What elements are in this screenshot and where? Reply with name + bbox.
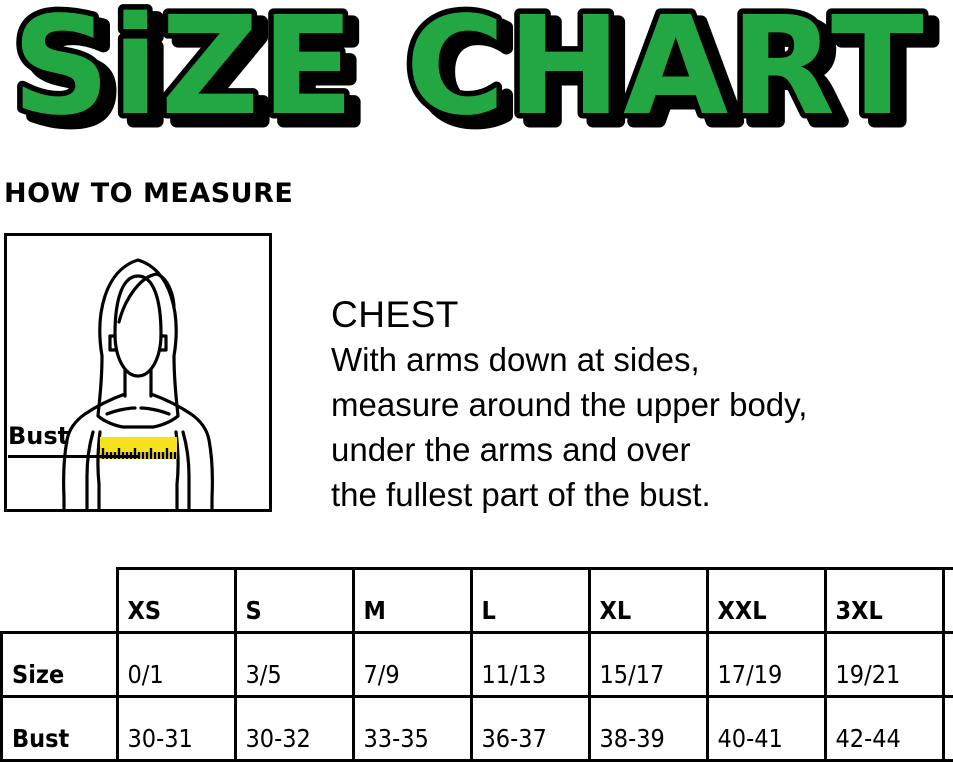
table-header-cell: L [471,569,589,633]
table-row: Size 0/1 3/5 7/9 11/13 15/17 17/19 19/21… [2,633,953,697]
how-to-measure-heading: HOW TO MEASURE [4,180,293,207]
table-header-cell: 4XL [943,569,953,633]
table-header-cell: XL [589,569,707,633]
table-cell: 19/21 [825,633,943,697]
table-cell: 40-41 [707,697,825,761]
table-cell: 30-32 [235,697,353,761]
table-header-cell: M [353,569,471,633]
chest-description-block: CHEST With arms down at sides, measure a… [331,292,931,517]
table-header-row: XS S M L XL XXL 3XL 4XL [2,569,953,633]
table-header-cell: S [235,569,353,633]
measurement-illustration-panel [4,233,272,512]
table-cell: 33-35 [353,697,471,761]
table-cell: 42-44 [825,697,943,761]
page-title-banner: SiZE CHART SiZE CHART [0,0,953,150]
table-row-label: Bust [2,697,118,761]
female-torso-figure [7,236,269,509]
chest-heading: CHEST [331,292,931,337]
page-title: SiZE CHART [12,0,926,146]
bust-leader-line [8,455,140,458]
table-cell: 38-39 [589,697,707,761]
table-cell: 21/23 [943,633,953,697]
table-cell: 15/17 [589,633,707,697]
table-corner-blank [2,569,118,633]
bust-callout-label: Bust [8,424,69,448]
table-cell: 17/19 [707,633,825,697]
chest-description-text: With arms down at sides, measure around … [331,337,931,517]
table-header-cell: XXL [707,569,825,633]
table-cell: 7/9 [353,633,471,697]
table-cell: 0/1 [117,633,235,697]
table-header-cell: XS [117,569,235,633]
bust-callout: Bust [8,424,168,468]
table-cell: 30-31 [117,697,235,761]
table-header-cell: 3XL [825,569,943,633]
size-chart-table: XS S M L XL XXL 3XL 4XL Size 0/1 3/5 7/9… [0,567,953,762]
table-row: Bust 30-31 30-32 33-35 36-37 38-39 40-41… [2,697,953,761]
table-cell: 3/5 [235,633,353,697]
table-cell: 45-47 [943,697,953,761]
table-cell: 11/13 [471,633,589,697]
table-cell: 36-37 [471,697,589,761]
table-row-label: Size [2,633,118,697]
